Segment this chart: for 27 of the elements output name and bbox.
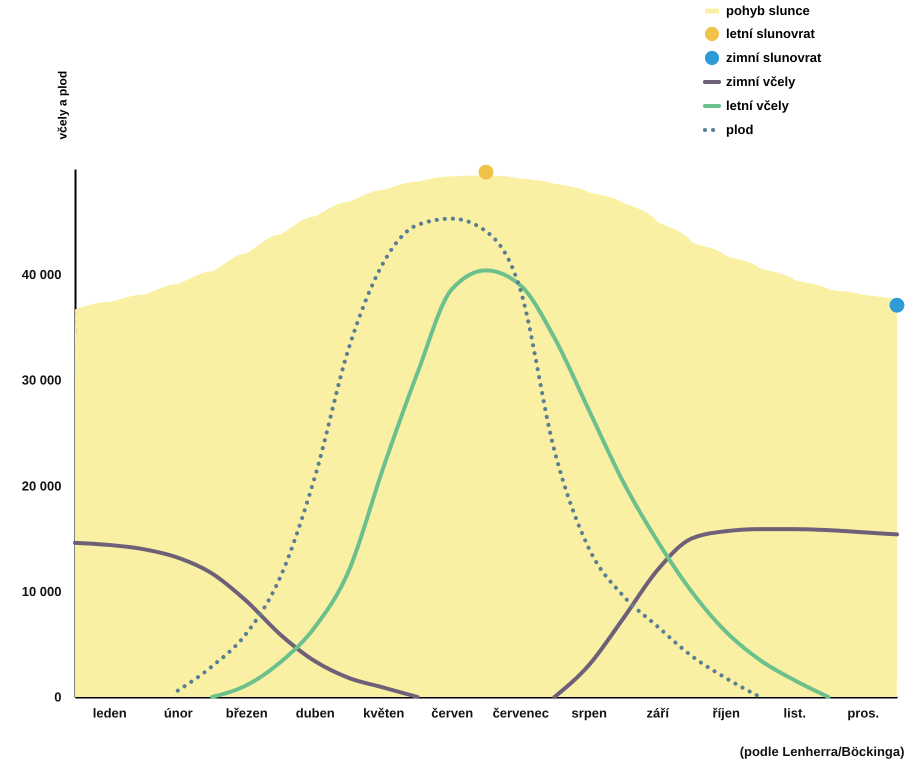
- x-tick-label: pros.: [847, 706, 880, 720]
- x-tick-label: únor: [164, 706, 193, 720]
- line-series: [176, 216, 762, 699]
- legend-label: letní slunovrat: [726, 26, 816, 41]
- x-tick-label: březen: [226, 706, 268, 720]
- x-tick-label: list.: [784, 706, 806, 720]
- y-tick-label: 30 000: [22, 372, 62, 388]
- x-tick-label: leden: [92, 706, 127, 720]
- y-tick-label: 10 000: [22, 584, 62, 599]
- x-tick-label: srpen: [572, 706, 608, 720]
- x-tick-label: září: [646, 706, 670, 720]
- text: (podle Lenherra/Böckinga): [740, 744, 904, 759]
- y-tick-label: 0: [54, 690, 62, 704]
- legend-label: plod: [726, 122, 754, 137]
- legend-label: zimní slunovrat: [726, 50, 822, 65]
- x-tick-label: červen: [431, 706, 474, 720]
- x-tick-label: duben: [296, 706, 335, 720]
- y-tick-label: 40 000: [22, 267, 62, 282]
- x-tick-label: květen: [363, 706, 404, 720]
- legend-label: pohyb slunce: [726, 3, 810, 18]
- legend-label: letní včely: [726, 98, 790, 113]
- legend-label: zimní včely: [726, 74, 796, 89]
- x-tick-label: červenec: [492, 706, 549, 720]
- y-axis-title: včely a plod: [56, 70, 70, 140]
- x-tick-label: říjen: [712, 706, 740, 720]
- line-series: [210, 268, 830, 699]
- y-tick-label: 20 000: [22, 478, 62, 494]
